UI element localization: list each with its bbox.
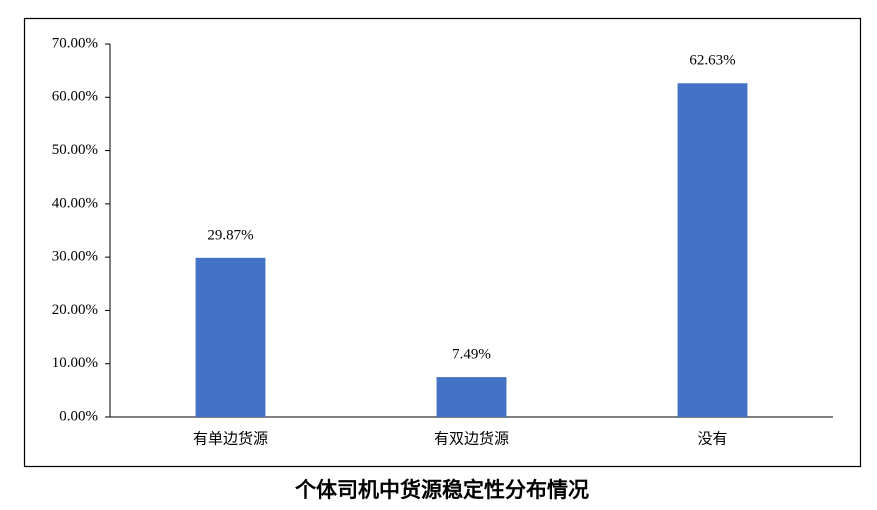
value-label: 62.63% (689, 53, 735, 69)
y-tick-label: 70.00% (52, 35, 98, 51)
y-tick-label: 20.00% (52, 302, 98, 318)
bar (195, 257, 266, 417)
y-tick-label: 10.00% (52, 355, 98, 371)
y-tick-label: 40.00% (52, 195, 98, 211)
x-tick-label: 有双边货源 (434, 430, 509, 447)
x-tick-label: 没有 (697, 430, 727, 447)
bar (436, 377, 507, 417)
y-tick-label: 0.00% (59, 408, 98, 424)
x-tick-label: 有单边货源 (193, 430, 268, 447)
value-label: 7.49% (452, 347, 491, 363)
value-label: 29.87% (207, 227, 253, 243)
y-tick-label: 30.00% (52, 249, 98, 265)
y-tick-label: 50.00% (52, 142, 98, 158)
chart-frame (23, 17, 862, 468)
bar (677, 83, 748, 417)
chart-title: 个体司机中货源稳定性分布情况 (295, 478, 589, 502)
y-tick-label: 60.00% (52, 89, 98, 105)
